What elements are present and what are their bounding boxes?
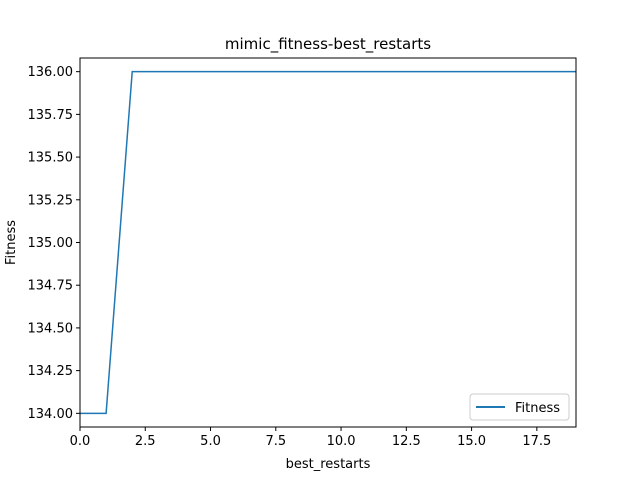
x-axis-ticks: 0.0 2.5 5.0 7.5 10.0 12.5 15.0 17.5 (70, 427, 551, 449)
x-tick-label: 5.0 (200, 434, 221, 449)
y-tick-label: 135.00 (28, 236, 74, 251)
y-tick-label: 135.50 (28, 151, 74, 166)
x-tick-label: 7.5 (265, 434, 286, 449)
x-tick-label: 10.0 (327, 434, 356, 449)
chart-title: mimic_fitness-best_restarts (225, 35, 431, 54)
y-tick-label: 134.50 (28, 321, 74, 336)
axes-frame (79, 57, 577, 428)
y-tick-label: 136.00 (28, 65, 74, 80)
y-axis-label: Fitness (4, 220, 19, 265)
y-tick-label: 135.25 (28, 193, 74, 208)
y-tick-label: 134.00 (28, 407, 74, 422)
x-tick-label: 2.5 (135, 434, 156, 449)
y-axis-ticks: 134.00 134.25 134.50 134.75 135.00 135.25 135.… (28, 65, 80, 422)
legend-box (469, 393, 570, 421)
series-line-fitness (80, 70, 576, 415)
x-axis-label: best_restarts (286, 457, 371, 472)
x-tick-label: 17.5 (522, 434, 551, 449)
x-tick-label: 0.0 (70, 434, 91, 449)
x-tick-label: 15.0 (457, 434, 486, 449)
legend-label-fitness: Fitness (515, 401, 560, 416)
y-tick-label: 135.75 (28, 108, 74, 123)
y-tick-label: 134.25 (28, 364, 74, 379)
y-tick-label: 134.75 (28, 279, 74, 294)
legend: Fitness (469, 393, 570, 421)
x-tick-label: 12.5 (392, 434, 421, 449)
plot-area (80, 70, 576, 415)
